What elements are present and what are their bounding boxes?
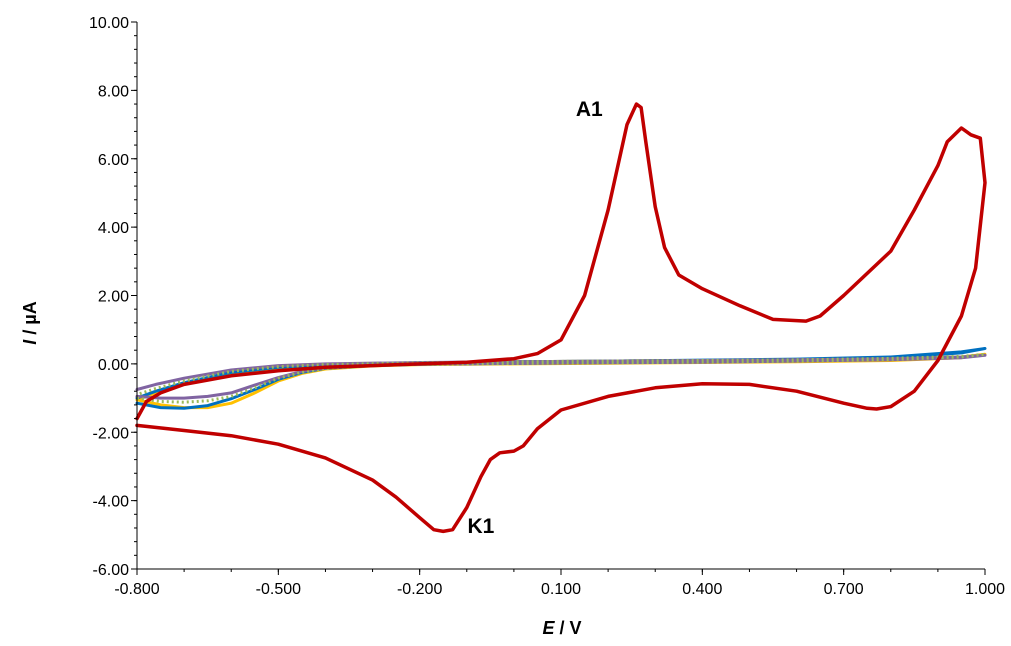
y-tick-label: 4.00 [98, 220, 129, 237]
y-tick-label: 0.00 [98, 357, 129, 374]
x-tick-label: -0.800 [114, 581, 159, 598]
annotations-layer: A1 K1 [467, 98, 603, 538]
annotation-a1: A1 [576, 98, 603, 121]
y-tick-label: 6.00 [98, 152, 129, 169]
series-4-line [136, 352, 987, 404]
y-axis-title-symbol: I [20, 339, 40, 345]
y-tick-label: -2.00 [93, 425, 130, 442]
x-axis-title-symbol: E [542, 618, 555, 638]
y-tick-label: -6.00 [93, 562, 130, 579]
x-tick-label: -0.500 [256, 581, 301, 598]
x-tick-label: 1.000 [965, 581, 1005, 598]
series-3-line [135, 353, 987, 400]
ticks-layer: -6.00 -4.00 -2.00 0.00 2.00 4.00 6.00 8.00 10.00… [89, 15, 1005, 598]
y-tick-label: 10.00 [89, 15, 129, 32]
y-axis-title: I / µA [20, 301, 40, 344]
x-tick-label: 0.100 [541, 581, 581, 598]
x-tick-label: 0.700 [824, 581, 864, 598]
annotation-k1: K1 [467, 515, 494, 538]
x-tick-label: 0.400 [682, 581, 722, 598]
y-tick-label: 8.00 [98, 83, 129, 100]
y-tick-label: -4.00 [93, 494, 130, 511]
y-tick-label: 2.00 [98, 289, 129, 306]
series-5-line [135, 102, 987, 534]
y-axis-title-unit: / µA [20, 301, 40, 339]
x-axis-title: E / V [542, 618, 581, 638]
x-tick-label: -0.200 [397, 581, 442, 598]
x-axis-title-unit: / V [555, 618, 582, 638]
series-layer [135, 102, 987, 534]
